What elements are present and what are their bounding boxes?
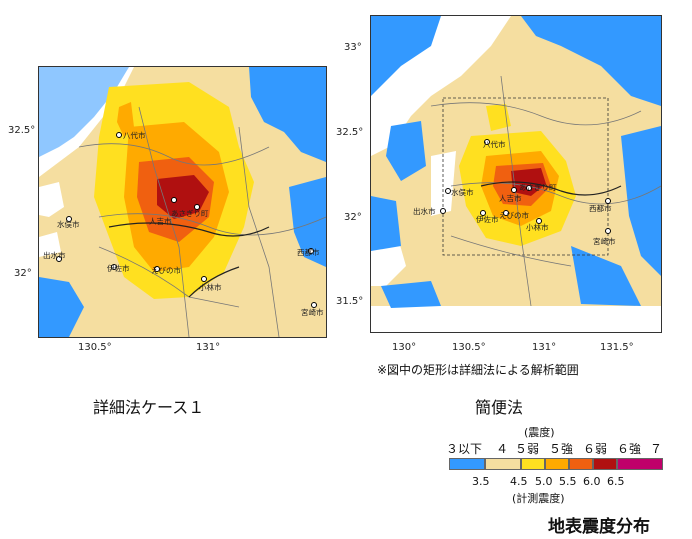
city-label: 人吉市 xyxy=(499,193,522,203)
city-label: 小林市 xyxy=(526,222,549,232)
right-map-caption: 簡便法 xyxy=(475,398,524,417)
analysis-area-note: ※図中の矩形は詳細法による解析範囲 xyxy=(377,363,579,377)
x-tick-label: 131° xyxy=(196,342,221,353)
city-label: 伊佐市 xyxy=(107,263,130,273)
city-label: 水俣市 xyxy=(57,219,80,229)
legend-class-label: ５強 xyxy=(549,442,574,456)
city-label: えびの市 xyxy=(151,265,181,275)
legend-swatch xyxy=(545,458,569,470)
city-label: 出水市 xyxy=(43,250,66,260)
legend-value-label: 5.0 xyxy=(535,475,553,488)
legend-value-label: 4.5 xyxy=(510,475,528,488)
city-label: 伊佐市 xyxy=(476,214,499,224)
legend-swatch xyxy=(485,458,521,470)
legend-value-label: 3.5 xyxy=(472,475,490,488)
legend-swatch xyxy=(521,458,545,470)
legend-swatch xyxy=(617,458,663,470)
simplified-method-map: 八代市 人吉市 あさぎり町 水俣市 出水市 伊佐市 えびの市 小林市 西都市 宮… xyxy=(370,15,662,333)
legend-class-label: ４ xyxy=(496,442,509,456)
city-label: えびの市 xyxy=(499,210,529,220)
city-label: 西都市 xyxy=(297,247,320,257)
city-label: 人吉市 xyxy=(149,216,172,226)
left-map-canvas: 八代市 人吉市 あさぎり町 水俣市 出水市 伊佐市 えびの市 小林市 西都市 宮… xyxy=(39,67,326,337)
left-map-caption: 詳細法ケース１ xyxy=(93,398,205,417)
legend-value-label: 6.5 xyxy=(607,475,625,488)
city-label: 出水市 xyxy=(413,206,436,216)
city-label: あさぎり町 xyxy=(171,208,209,218)
right-map-canvas: 八代市 人吉市 あさぎり町 水俣市 出水市 伊佐市 えびの市 小林市 西都市 宮… xyxy=(371,16,661,332)
legend-class-label: ６強 xyxy=(617,442,642,456)
x-tick-label: 131.5° xyxy=(600,342,634,353)
y-tick-label: 31.5° xyxy=(336,296,364,307)
y-tick-label: 32° xyxy=(14,268,32,279)
detailed-method-map: 八代市 人吉市 あさぎり町 水俣市 出水市 伊佐市 えびの市 小林市 西都市 宮… xyxy=(38,66,327,338)
x-tick-label: 130° xyxy=(392,342,417,353)
city-label: 八代市 xyxy=(483,139,506,149)
legend-swatch xyxy=(449,458,485,470)
y-tick-label: 32.5° xyxy=(8,125,36,136)
city-label: 西都市 xyxy=(589,203,612,213)
city-label: 小林市 xyxy=(199,282,222,292)
legend-class-label: ３以下 xyxy=(446,442,483,456)
legend-swatch xyxy=(593,458,617,470)
x-tick-label: 131° xyxy=(532,342,557,353)
legend-subtitle: (計測震度) xyxy=(512,492,565,505)
city-label: あさぎり町 xyxy=(519,182,557,192)
city-label: 宮崎市 xyxy=(593,236,616,246)
figure-title: 地表震度分布 xyxy=(548,517,650,537)
legend-class-label: ７ xyxy=(650,442,663,456)
legend-value-label: 5.5 xyxy=(559,475,577,488)
y-tick-label: 33° xyxy=(344,42,362,53)
legend-value-label: 6.0 xyxy=(583,475,601,488)
city-label: 宮崎市 xyxy=(301,307,324,317)
y-tick-label: 32° xyxy=(344,212,362,223)
legend-class-label: ６弱 xyxy=(583,442,608,456)
y-tick-label: 32.5° xyxy=(336,127,364,138)
legend-title: (震度) xyxy=(524,426,555,439)
city-label: 八代市 xyxy=(123,130,146,140)
legend-swatch xyxy=(569,458,593,470)
x-tick-label: 130.5° xyxy=(452,342,486,353)
city-label: 水俣市 xyxy=(451,187,474,197)
legend-class-label: ５弱 xyxy=(515,442,540,456)
x-tick-label: 130.5° xyxy=(78,342,112,353)
